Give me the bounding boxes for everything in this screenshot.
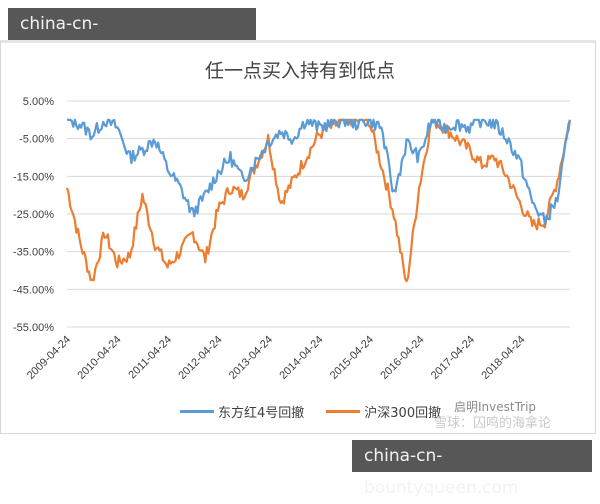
x-tick-label: 2011-04-24 bbox=[126, 334, 174, 382]
x-tick-label: 2014-04-24 bbox=[277, 334, 325, 382]
chart-frame bbox=[0, 40, 596, 434]
legend-item-series2: 沪深300回撤 bbox=[326, 402, 441, 421]
x-tick-label: 2010-04-24 bbox=[75, 334, 123, 382]
y-tick-label: -55.00% bbox=[13, 322, 54, 334]
x-tick-label: 2017-04-24 bbox=[429, 334, 477, 382]
x-tick-label: 2018-04-24 bbox=[479, 334, 527, 382]
line-chart: 5.00% -5.00% -15.00% -25.00% -35.00% -45.00% -… bbox=[13, 96, 572, 382]
legend-label-series1: 东方红4号回撤 bbox=[218, 406, 305, 421]
legend-item-series1: 东方红4号回撤 bbox=[180, 402, 304, 421]
series2-swatch-icon bbox=[326, 410, 361, 413]
x-tick-label: 2013-04-24 bbox=[227, 334, 275, 382]
y-tick-label: -5.00% bbox=[19, 134, 54, 146]
credit-text: 启明InvestTrip bbox=[454, 400, 537, 414]
x-tick-label: 2015-04-24 bbox=[328, 334, 376, 382]
chart-legend: 东方红4号回撤 沪深300回撤 bbox=[180, 402, 463, 421]
chart-title: 任一点买入持有到低点 bbox=[204, 60, 395, 82]
credit-watermark-text: 雪球：囚鸣的海拿论 bbox=[434, 416, 552, 431]
y-tick-label: 5.00% bbox=[23, 96, 54, 108]
y-tick-label: -25.00% bbox=[13, 209, 54, 221]
x-tick-label: 2016-04-24 bbox=[378, 334, 426, 382]
legend-label-series2: 沪深300回撤 bbox=[364, 406, 442, 421]
series-line bbox=[67, 118, 572, 226]
series-line bbox=[65, 118, 572, 283]
y-tick-label: -35.00% bbox=[13, 247, 54, 259]
watermark-bottom: china-cn-bountyqueen.com bbox=[352, 440, 592, 498]
x-tick-label: 2012-04-24 bbox=[176, 334, 224, 382]
y-tick-label: -45.00% bbox=[13, 284, 54, 296]
series1-swatch-icon bbox=[180, 410, 214, 413]
y-tick-label: -15.00% bbox=[13, 171, 54, 183]
x-tick-label: 2009-04-24 bbox=[25, 334, 73, 382]
